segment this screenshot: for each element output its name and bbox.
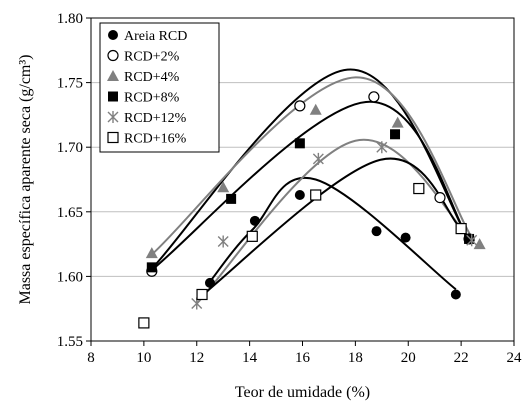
legend-marker <box>108 30 118 40</box>
x-tick-label: 16 <box>295 350 311 366</box>
data-point <box>455 222 467 235</box>
data-point <box>146 262 157 273</box>
data-point <box>391 116 404 128</box>
x-tick-label: 10 <box>136 350 151 366</box>
legend-label: RCD+12% <box>124 111 187 126</box>
data-point <box>196 288 208 301</box>
legend-label: RCD+2% <box>124 50 180 65</box>
y-axis-title: Massa específica aparente seca (g/cm³) <box>17 55 34 305</box>
data-point <box>464 233 475 244</box>
series-curve-5 <box>196 157 462 301</box>
legend-marker <box>107 49 119 62</box>
x-tick-label: 20 <box>401 350 416 366</box>
data-point <box>473 238 486 250</box>
series-curve-1 <box>151 68 470 270</box>
y-tick-label: 1.65 <box>57 205 83 221</box>
data-point <box>390 129 401 140</box>
data-point <box>434 191 446 204</box>
data-point <box>217 181 230 193</box>
data-point <box>294 190 305 201</box>
y-tick-label: 1.75 <box>57 76 83 92</box>
x-tick-label: 14 <box>242 350 258 366</box>
data-point <box>376 141 388 154</box>
data-point <box>371 226 382 237</box>
legend-label: Areia RCD <box>124 29 187 44</box>
x-tick-label: 22 <box>454 350 469 366</box>
series-curve-2 <box>151 76 476 256</box>
data-point <box>138 317 150 329</box>
x-tick-label: 18 <box>348 350 363 366</box>
data-markers <box>138 91 486 329</box>
x-tick-label: 8 <box>87 350 95 366</box>
data-point <box>246 230 258 242</box>
data-point <box>145 247 158 259</box>
data-point <box>310 189 322 201</box>
data-point <box>309 103 322 115</box>
data-point <box>450 289 461 300</box>
legend: Areia RCD RCD+2% RCD+4% RCD+8% RCD+12% RCD+16… <box>99 22 220 153</box>
legend-marker <box>108 91 118 102</box>
data-point <box>217 235 229 248</box>
data-point <box>204 277 215 288</box>
y-tick-label: 1.60 <box>57 269 83 285</box>
legend-label: RCD+4% <box>124 70 180 85</box>
y-tick-label: 1.70 <box>57 140 83 156</box>
legend-marker <box>107 131 119 144</box>
x-tick-label: 24 <box>507 350 523 366</box>
x-axis-ticks: 8 10 12 14 16 18 20 22 24 <box>87 341 522 366</box>
legend-box <box>99 22 220 153</box>
data-point <box>466 234 478 247</box>
data-point <box>368 91 380 103</box>
y-axis-ticks: 1.55 1.60 1.65 1.70 1.75 1.80 <box>57 11 91 350</box>
legend-label: RCD+8% <box>124 91 180 106</box>
series-curve-3 <box>151 100 470 271</box>
x-axis-title: Teor de umidade (%) <box>235 384 370 401</box>
legend-marker <box>107 70 119 81</box>
legend-label: RCD+16% <box>124 132 187 147</box>
data-point <box>249 215 260 226</box>
data-point <box>312 152 324 165</box>
x-tick-label: 12 <box>189 350 204 366</box>
series-curve-0 <box>209 176 457 291</box>
data-point <box>400 232 411 243</box>
data-point <box>294 138 305 149</box>
series-curve-4 <box>196 138 473 305</box>
data-point <box>226 193 237 204</box>
data-point <box>294 100 306 112</box>
y-tick-label: 1.80 <box>57 11 83 27</box>
data-point <box>413 182 425 195</box>
legend-marker <box>107 111 119 123</box>
y-tick-label: 1.55 <box>57 334 83 350</box>
